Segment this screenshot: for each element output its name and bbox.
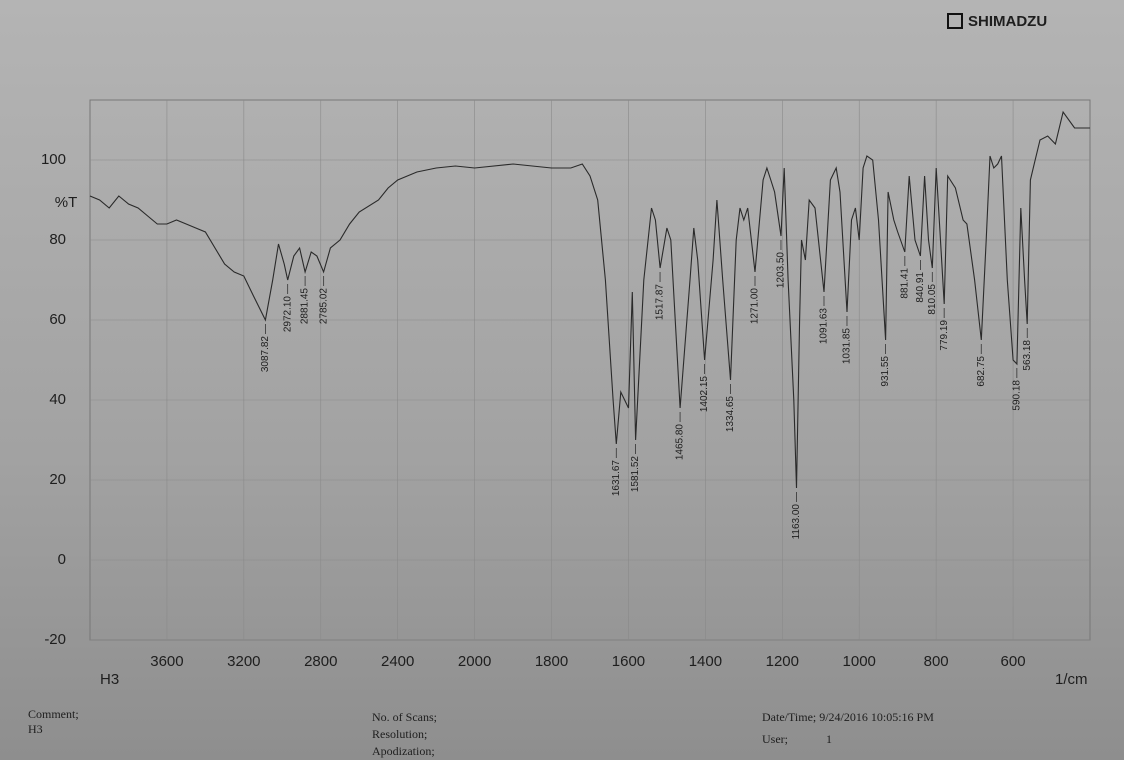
y-tick-label: -20 [44,631,66,648]
x-tick-label: 1800 [535,653,568,670]
comment-label: Comment; [28,707,79,721]
x-axis-label: 1/cm [1055,671,1088,688]
x-tick-label: 2000 [458,653,491,670]
chart: SHIMADZU %T H3 1/cm Comment; H3 No. of S… [0,0,1124,760]
brand: SHIMADZU [968,13,1047,30]
peak-label: 563.18 [1022,340,1033,371]
peak-label: 682.75 [976,356,987,387]
peak-label: 1163.00 [791,504,802,540]
peak-label: 840.91 [915,272,926,303]
peak-label: 1402.15 [699,376,710,413]
user: 1 [826,732,832,746]
comment: H3 [28,722,43,736]
x-tick-label: 800 [924,653,949,670]
peak-label: 1334.65 [725,396,736,433]
spectrum-line [90,112,1090,488]
resolution: Resolution; [372,727,427,741]
y-tick-label: 0 [58,551,66,568]
datetime: Date/Time; 9/24/2016 10:05:16 PM [762,710,934,724]
peak-label: 1203.50 [776,252,787,289]
peak-label: 1271.00 [750,288,761,325]
y-tick-label: 100 [41,151,66,168]
y-tick-label: 40 [49,391,66,408]
x-tick-label: 1000 [843,653,876,670]
logo-mark [948,14,962,28]
peak-label: 1031.85 [842,328,853,365]
peak-label: 1631.67 [611,460,622,497]
y-axis-label: %T [55,194,78,211]
user-label: User; [762,732,788,746]
peak-label: 1517.87 [655,284,666,321]
x-tick-label: 3200 [227,653,260,670]
peak-label: 779.19 [939,320,950,351]
y-tick-label: 60 [49,311,66,328]
peak-label: 881.41 [899,268,910,299]
y-tick-label: 80 [49,231,66,248]
peak-label: 1091.63 [819,308,830,345]
plot-frame [90,100,1090,640]
y-tick-label: 20 [49,471,66,488]
x-tick-label: 2800 [304,653,337,670]
sample-label: H3 [100,671,119,688]
peak-label: 2972.10 [282,296,293,333]
peak-label: 810.05 [927,284,938,315]
x-tick-label: 3600 [150,653,183,670]
peak-label: 2881.45 [300,288,311,325]
x-tick-label: 1600 [612,653,645,670]
x-tick-label: 1200 [766,653,799,670]
peak-label: 590.18 [1011,380,1022,411]
x-tick-label: 2400 [381,653,414,670]
peak-label: 931.55 [880,356,891,387]
x-tick-label: 600 [1001,653,1026,670]
x-tick-label: 1400 [689,653,722,670]
apodization: Apodization; [372,744,435,758]
peak-label: 2785.02 [318,288,329,325]
peak-label: 3087.82 [260,336,271,373]
peak-label: 1581.52 [630,456,641,493]
peak-label: 1465.80 [675,424,686,461]
scans: No. of Scans; [372,710,437,724]
